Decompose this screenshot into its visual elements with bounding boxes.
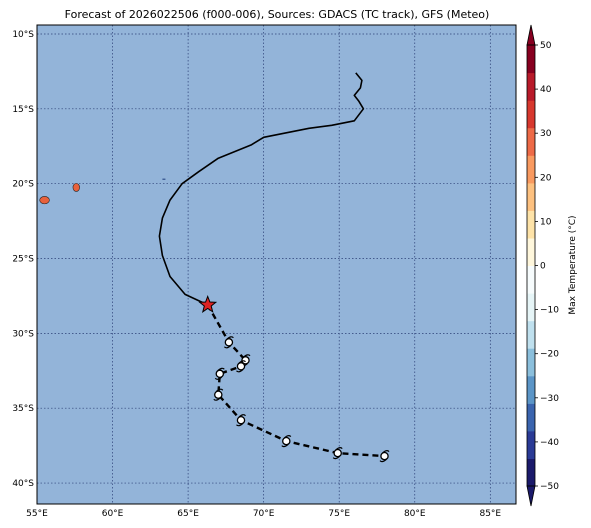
colorbar-tick-label: −10: [540, 306, 559, 316]
colorbar-bin: [527, 348, 535, 377]
ocean-background: [37, 25, 516, 504]
colorbar-tick-label: 30: [540, 129, 552, 139]
longitude-label: 85°E: [479, 509, 501, 519]
cyclone-symbol-icon: [379, 450, 390, 463]
current-position-star-icon: [198, 295, 218, 313]
colorbar-bin: [527, 458, 535, 487]
latitude-label: 25°S: [12, 255, 34, 265]
colorbar-min-extend-arrow: [526, 485, 536, 507]
cyclone-symbol-icon: [223, 336, 234, 349]
latitude-tick-labels: 10°S 15°S 20°S 25°S 30°S 35°S 40°S: [12, 30, 34, 489]
colorbar-bin: [527, 210, 535, 239]
island: [72, 183, 80, 192]
cyclone-symbol-icon: [240, 354, 251, 367]
colorbar-tick-label: 40: [540, 85, 552, 95]
figure-title: Forecast of 2026022506 (f000-006), Sourc…: [65, 8, 490, 21]
colorbar: 50 40 30 20 10 0 −10 −20 −30 −40 −50 Max Temperatu…: [526, 24, 578, 507]
cyclone-symbol-icon: [332, 447, 343, 460]
cyclone-symbol-icon: [214, 367, 225, 380]
longitude-label: 65°E: [177, 509, 199, 519]
colorbar-label: Max Temperature (°C): [568, 215, 578, 314]
latitude-label: 15°S: [12, 105, 34, 115]
latitude-label: 20°S: [12, 180, 34, 190]
colorbar-tick-label: 50: [540, 41, 552, 51]
latitude-label: 10°S: [12, 30, 34, 40]
cyclone-symbol-icon: [236, 360, 246, 373]
colorbar-tick-label: −40: [540, 438, 559, 448]
colorbar-ticks: 50 40 30 20 10 0 −10 −20 −30 −40 −50: [535, 41, 559, 492]
map-frame: [36, 24, 517, 505]
latitude-label: 30°S: [12, 329, 34, 339]
colorbar-bin: [527, 375, 535, 404]
longitude-label: 80°E: [404, 509, 426, 519]
colorbar-tick-label: 0: [540, 262, 546, 272]
cyclone-symbol-icon: [281, 435, 292, 448]
colorbar-bin: [527, 182, 535, 211]
longitude-label: 75°E: [328, 509, 350, 519]
colorbar-max-extend-arrow: [526, 24, 536, 46]
graticule: [36, 25, 516, 504]
latitude-label: 35°S: [12, 404, 34, 414]
island: [39, 196, 50, 205]
colorbar-bin: [527, 45, 535, 74]
longitude-label: 70°E: [253, 509, 275, 519]
longitude-label: 60°E: [102, 509, 124, 519]
colorbar-bin: [527, 100, 535, 129]
colorbar-tick-label: 10: [540, 217, 552, 227]
colorbar-bin: [527, 403, 535, 432]
colorbar-bin: [527, 265, 535, 294]
colorbar-bin: [527, 127, 535, 156]
colorbar-tick-label: −20: [540, 350, 559, 360]
colorbar-bin: [527, 155, 535, 184]
colorbar-bin: [527, 320, 535, 349]
colorbar-tick-label: −30: [540, 394, 559, 404]
longitude-label: 55°E: [26, 509, 48, 519]
cyclone-symbol-icon: [236, 414, 246, 427]
colorbar-bin: [527, 72, 535, 101]
colorbar-tick-label: 20: [540, 173, 552, 183]
colorbar-bin: [527, 237, 535, 266]
latitude-label: 40°S: [12, 479, 34, 489]
cyclone-symbol-icon: [213, 388, 224, 401]
colorbar-tick-label: −50: [540, 482, 559, 492]
map-panel: 55°E 60°E 65°E 70°E 75°E 80°E 85°E 10°S 15°S 20°…: [12, 24, 517, 519]
island-layer: [39, 178, 166, 205]
cyclone-track-layer: [158, 72, 390, 463]
forecast-track-line: [206, 304, 385, 458]
past-track-line: [158, 72, 365, 306]
colorbar-bin: [527, 430, 535, 459]
longitude-tick-labels: 55°E 60°E 65°E 70°E 75°E 80°E 85°E: [26, 509, 501, 519]
colorbar-bin: [527, 293, 535, 322]
